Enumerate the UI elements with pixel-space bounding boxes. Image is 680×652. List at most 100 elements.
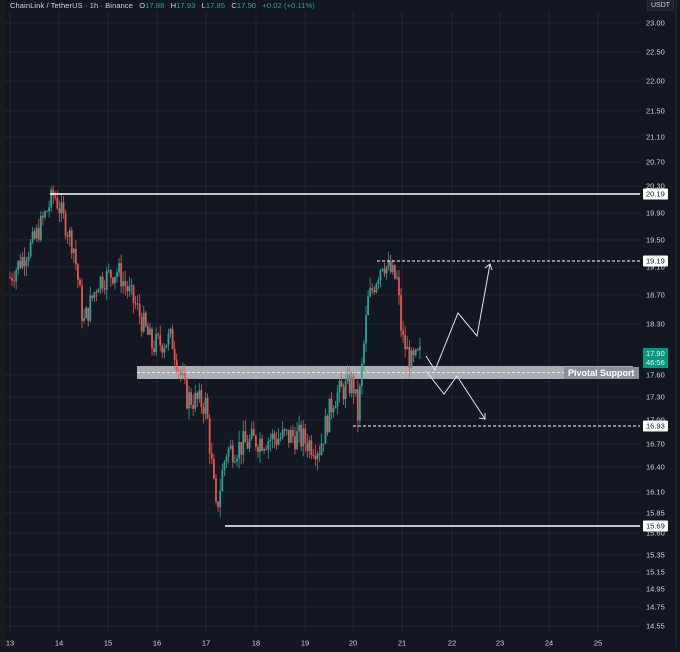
candle-body	[202, 407, 205, 414]
time-tick-label: 13	[5, 638, 15, 648]
candle-body	[64, 213, 67, 236]
price-tick-label: 21.50	[646, 106, 665, 116]
price-tick-label: 15.85	[646, 508, 665, 518]
high-value: 17.93	[176, 1, 196, 10]
candle-body	[336, 392, 339, 407]
candle-body	[312, 454, 315, 456]
candle-body	[126, 286, 129, 292]
candle-body	[398, 277, 400, 296]
candle-body	[354, 389, 357, 394]
candle-body	[223, 461, 226, 471]
candle-body	[250, 429, 253, 439]
candle-body	[198, 389, 201, 399]
close-value: 17.90	[236, 1, 257, 10]
time-tick-label: 23	[495, 638, 505, 648]
candle-body	[412, 350, 415, 356]
candle-body	[285, 429, 288, 431]
candle-body	[83, 318, 85, 321]
candle-body	[358, 385, 361, 421]
candle-body	[192, 404, 195, 409]
candle-body	[35, 228, 38, 239]
candle-body	[240, 441, 243, 455]
time-tick-label: 20	[348, 638, 358, 648]
candle-body	[342, 386, 345, 400]
candle-body	[320, 443, 323, 455]
candle-body	[163, 347, 166, 353]
time-tick-label: 21	[397, 638, 407, 648]
symbol-legend: ChainLink / TetherUS · 1h · Binance O17.…	[10, 1, 315, 10]
candle-body	[23, 256, 26, 266]
candle-body	[107, 270, 110, 271]
candle-body	[271, 433, 274, 440]
candle-body	[242, 431, 245, 455]
candle-body	[144, 312, 147, 326]
candle-body	[298, 424, 301, 432]
time-tick-label: 16	[152, 638, 162, 648]
candle-body	[70, 230, 73, 254]
candle-body	[62, 202, 65, 214]
candle-body	[373, 290, 376, 293]
candle-body	[138, 303, 141, 317]
candle-body	[9, 277, 11, 279]
candle-body	[142, 312, 145, 332]
price-tick-label: 16.70	[646, 439, 665, 449]
candle-body	[122, 281, 125, 287]
candle-body	[269, 439, 272, 442]
candle-body	[416, 349, 419, 351]
candle-body	[310, 440, 313, 455]
candle-body	[165, 344, 168, 348]
candle-body	[58, 208, 61, 214]
pivotal-support-label[interactable]: Pivotal Support	[564, 367, 639, 379]
up-arrow-icon	[484, 263, 493, 271]
candle-body	[387, 261, 390, 267]
price-tick-label: 19.50	[646, 235, 665, 245]
time-tick-label: 18	[251, 638, 261, 648]
candle-body	[300, 424, 303, 447]
candle-body	[385, 266, 388, 274]
change-value: +0.02 (+0.11%)	[262, 1, 315, 10]
time-tick-label: 14	[54, 638, 64, 648]
candle-body	[116, 272, 118, 277]
price-tick-label: 14.95	[646, 584, 665, 594]
candle-body	[255, 435, 257, 448]
candle-body	[29, 241, 32, 257]
candle-body	[277, 438, 280, 445]
symbol-title[interactable]: ChainLink / TetherUS · 1h · Binance	[10, 1, 134, 10]
candle-body	[314, 455, 317, 460]
candle-body	[414, 349, 417, 356]
candle-body	[13, 280, 16, 282]
candle-body	[221, 470, 224, 492]
candle-body	[379, 270, 382, 281]
candle-body	[231, 445, 234, 463]
candle-body	[79, 279, 81, 286]
candle-body	[169, 328, 172, 334]
candle-body	[105, 270, 108, 290]
candle-body	[190, 392, 193, 405]
candle-body	[157, 333, 160, 336]
candle-body	[346, 374, 349, 382]
left-edge-strip	[0, 0, 5, 647]
candle-body	[179, 370, 182, 375]
candle-body	[87, 307, 90, 321]
candle-body	[210, 453, 213, 459]
candle-body	[130, 285, 133, 287]
candle-body	[400, 295, 402, 331]
candle-body	[151, 328, 153, 349]
candle-body	[196, 392, 199, 399]
candle-body	[281, 429, 284, 438]
candle-body	[167, 333, 170, 345]
currency-unit-button[interactable]: USDT	[647, 0, 675, 11]
candle-body	[31, 231, 34, 242]
price-tick-label: 18.70	[646, 290, 665, 300]
candle-body	[39, 215, 42, 240]
candle-body	[265, 448, 268, 450]
candle-body	[404, 334, 407, 350]
candle-body	[361, 363, 363, 386]
price-tag-resistance: 20.19	[643, 188, 668, 200]
candle-body	[17, 260, 20, 270]
candle-body	[259, 438, 261, 452]
candle-body	[246, 442, 249, 449]
candle-body	[252, 429, 255, 436]
